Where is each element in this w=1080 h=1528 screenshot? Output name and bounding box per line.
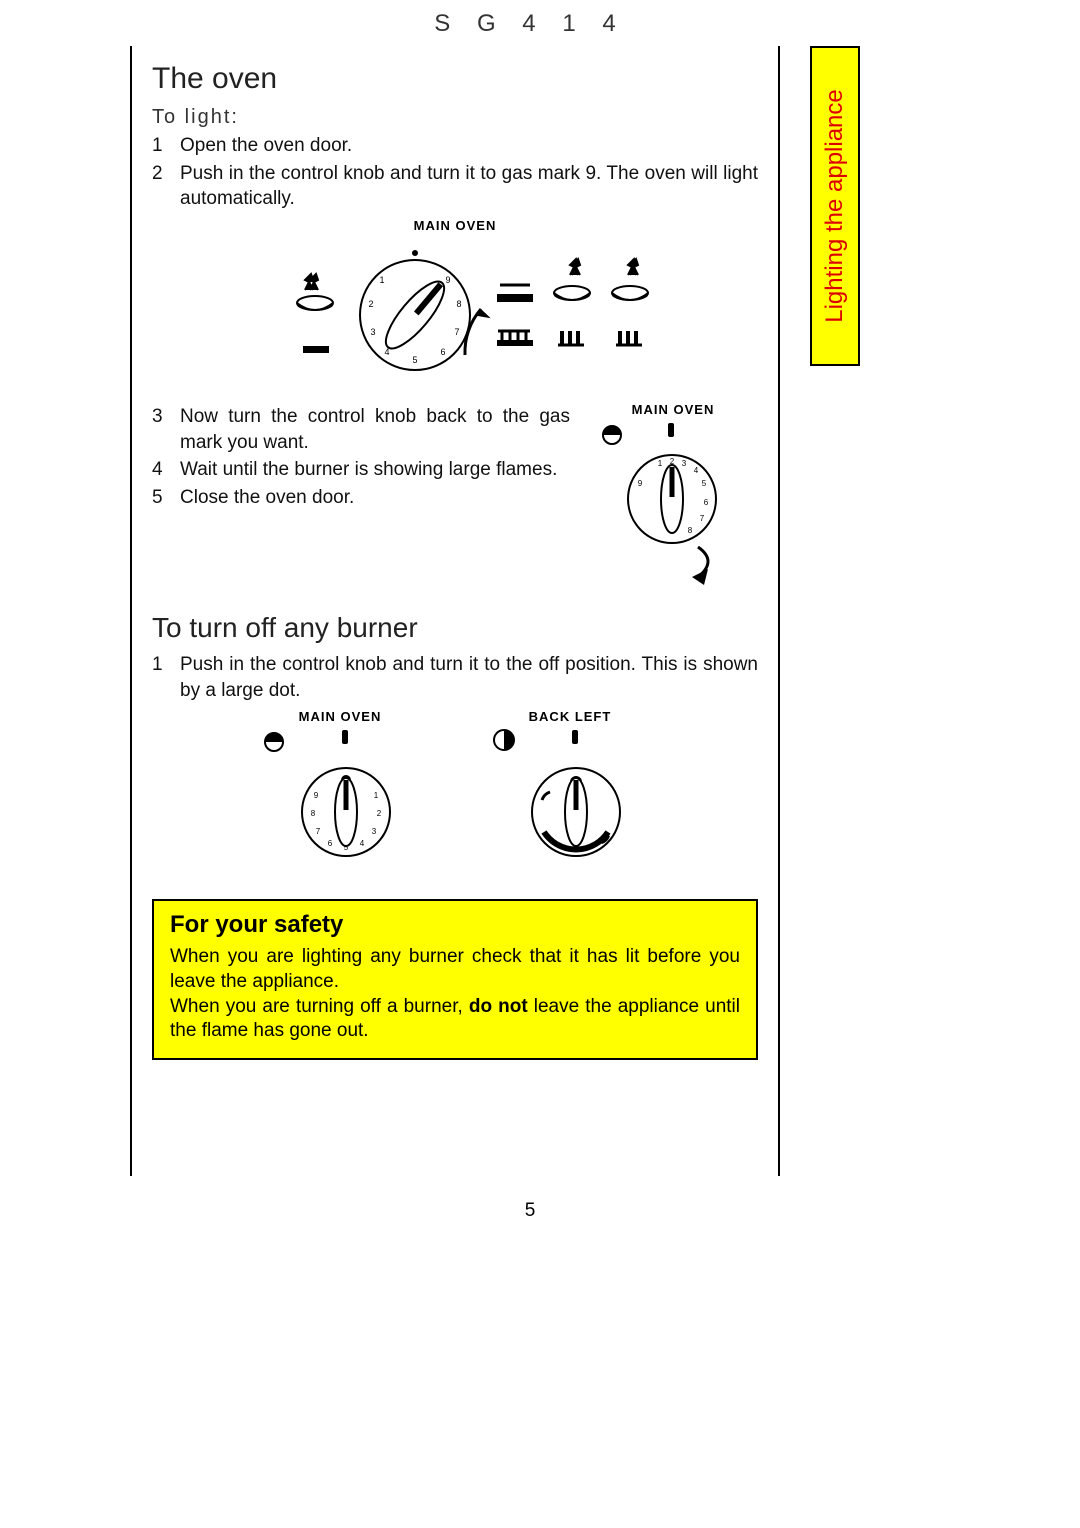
- model-header: S G 4 1 4: [130, 10, 930, 38]
- svg-text:8: 8: [456, 299, 461, 309]
- main-oven-dial-small: 123 45 678 9: [588, 419, 758, 589]
- off-fig-left-label: MAIN OVEN: [250, 709, 430, 724]
- main-oven-dial-icon: 9 8 7 6 5 4 3 2 1: [360, 250, 491, 370]
- svg-text:1: 1: [379, 275, 384, 285]
- svg-text:4: 4: [360, 839, 365, 848]
- safety-p1: When you are lighting any burner check t…: [170, 945, 740, 994]
- svg-text:9: 9: [445, 275, 450, 285]
- list-item: 1Open the oven door.: [152, 133, 758, 159]
- safety-title: For your safety: [170, 911, 740, 939]
- svg-text:9: 9: [314, 791, 319, 800]
- list-item: 4Wait until the burner is showing large …: [152, 457, 570, 483]
- oven-steps-b: 3Now turn the control knob back to the g…: [152, 404, 570, 511]
- svg-text:2: 2: [377, 809, 382, 818]
- fig1-label: MAIN OVEN: [152, 218, 758, 233]
- svg-text:3: 3: [682, 459, 687, 468]
- back-left-off-dial: [480, 726, 660, 876]
- svg-text:8: 8: [311, 809, 316, 818]
- turn-off-steps: 1Push in the control knob and turn it to…: [152, 652, 758, 703]
- svg-text:2: 2: [368, 299, 373, 309]
- svg-text:7: 7: [700, 514, 705, 523]
- side-tab: Lighting the appliance: [810, 46, 860, 366]
- main-column: The oven To light: 1Open the oven door. …: [130, 46, 780, 1176]
- svg-text:6: 6: [440, 347, 445, 357]
- off-dials-row: MAIN OVEN 987 654: [152, 709, 758, 881]
- svg-text:5: 5: [412, 355, 417, 365]
- svg-text:6: 6: [328, 839, 333, 848]
- list-item: 2Push in the control knob and turn it to…: [152, 161, 758, 212]
- safety-p2: When you are turning off a burner, do no…: [170, 995, 740, 1044]
- svg-text:9: 9: [638, 479, 643, 488]
- svg-text:3: 3: [372, 827, 377, 836]
- svg-text:7: 7: [316, 827, 321, 836]
- svg-text:8: 8: [688, 526, 693, 535]
- svg-text:5: 5: [702, 479, 707, 488]
- main-oven-off-dial: 987 654 321: [250, 726, 430, 876]
- svg-text:7: 7: [454, 327, 459, 337]
- oven-title: The oven: [152, 62, 758, 96]
- list-item: 5Close the oven door.: [152, 485, 570, 511]
- list-item: 3Now turn the control knob back to the g…: [152, 404, 570, 455]
- to-light-heading: To light:: [152, 106, 758, 129]
- side-tab-text: Lighting the appliance: [821, 89, 849, 323]
- svg-text:1: 1: [658, 459, 663, 468]
- svg-text:4: 4: [694, 466, 699, 475]
- fig2-label: MAIN OVEN: [588, 402, 758, 417]
- safety-box: For your safety When you are lighting an…: [152, 899, 758, 1060]
- oven-steps-a: 1Open the oven door. 2Push in the contro…: [152, 133, 758, 212]
- control-panel-diagram: 9 8 7 6 5 4 3 2 1: [240, 235, 670, 385]
- list-item: 1Push in the control knob and turn it to…: [152, 652, 758, 703]
- figure-panel-controls: MAIN OVEN: [152, 218, 758, 390]
- svg-text:6: 6: [704, 498, 709, 507]
- svg-text:1: 1: [374, 791, 379, 800]
- off-fig-right-label: BACK LEFT: [480, 709, 660, 724]
- svg-text:3: 3: [370, 327, 375, 337]
- page-number: 5: [130, 1200, 930, 1222]
- turn-off-title: To turn off any burner: [152, 612, 758, 644]
